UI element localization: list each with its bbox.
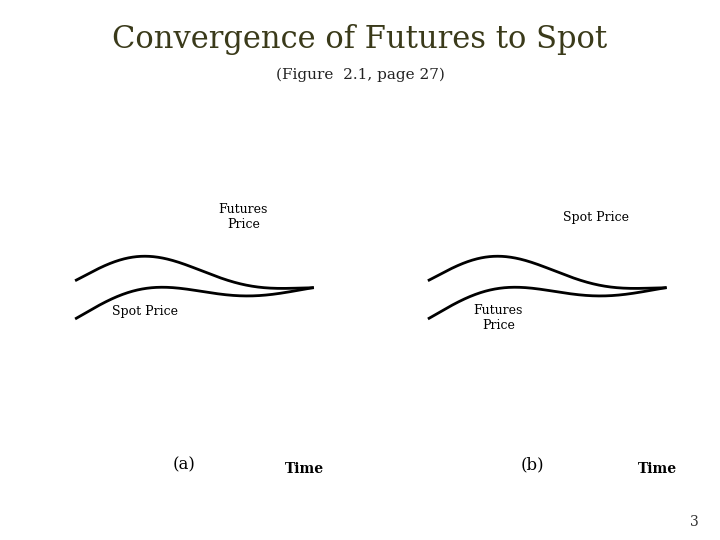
Text: Spot Price: Spot Price xyxy=(563,211,629,224)
Text: (Figure  2.1, page 27): (Figure 2.1, page 27) xyxy=(276,68,444,82)
Text: Time: Time xyxy=(285,462,324,476)
Text: Time: Time xyxy=(638,462,677,476)
Text: Futures
Price: Futures Price xyxy=(219,203,268,231)
Text: Spot Price: Spot Price xyxy=(112,305,179,318)
Text: Futures
Price: Futures Price xyxy=(474,303,523,332)
Text: 3: 3 xyxy=(690,515,698,529)
Text: (a): (a) xyxy=(172,456,195,473)
Text: (b): (b) xyxy=(521,456,544,473)
Text: Convergence of Futures to Spot: Convergence of Futures to Spot xyxy=(112,24,608,55)
